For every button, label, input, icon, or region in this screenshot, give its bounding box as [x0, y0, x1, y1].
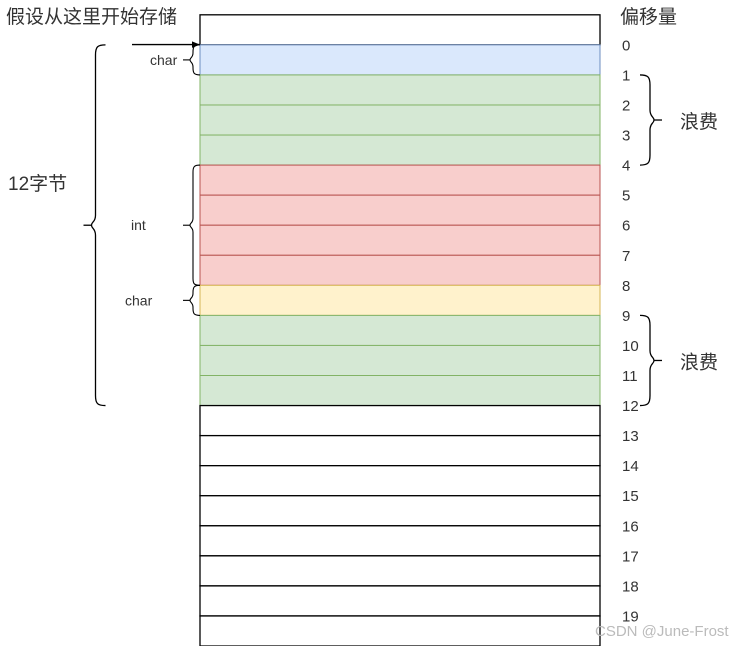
svg-text:11: 11 [622, 368, 638, 385]
svg-text:9: 9 [622, 308, 630, 325]
svg-text:int: int [131, 217, 146, 233]
svg-text:15: 15 [622, 488, 639, 505]
svg-text:CSDN @June-Frost: CSDN @June-Frost [595, 623, 729, 640]
svg-text:17: 17 [622, 548, 639, 565]
svg-text:8: 8 [622, 278, 630, 295]
svg-text:5: 5 [622, 188, 630, 205]
svg-text:0: 0 [622, 37, 630, 54]
svg-text:3: 3 [622, 128, 630, 145]
svg-text:18: 18 [622, 578, 639, 595]
svg-text:4: 4 [622, 158, 630, 175]
svg-text:13: 13 [622, 428, 639, 445]
svg-text:char: char [125, 292, 153, 308]
svg-text:偏移量: 偏移量 [620, 6, 677, 28]
svg-text:12字节: 12字节 [8, 173, 67, 195]
svg-text:12: 12 [622, 398, 639, 415]
svg-text:6: 6 [622, 218, 630, 235]
svg-text:浪费: 浪费 [680, 351, 718, 373]
svg-text:10: 10 [622, 338, 639, 355]
svg-text:16: 16 [622, 518, 639, 535]
svg-text:char: char [150, 52, 178, 68]
svg-text:2: 2 [622, 97, 630, 114]
svg-text:浪费: 浪费 [680, 111, 718, 133]
svg-text:14: 14 [622, 458, 639, 475]
svg-text:假设从这里开始存储: 假设从这里开始存储 [6, 6, 177, 28]
svg-text:1: 1 [622, 67, 630, 84]
svg-text:7: 7 [622, 248, 630, 265]
